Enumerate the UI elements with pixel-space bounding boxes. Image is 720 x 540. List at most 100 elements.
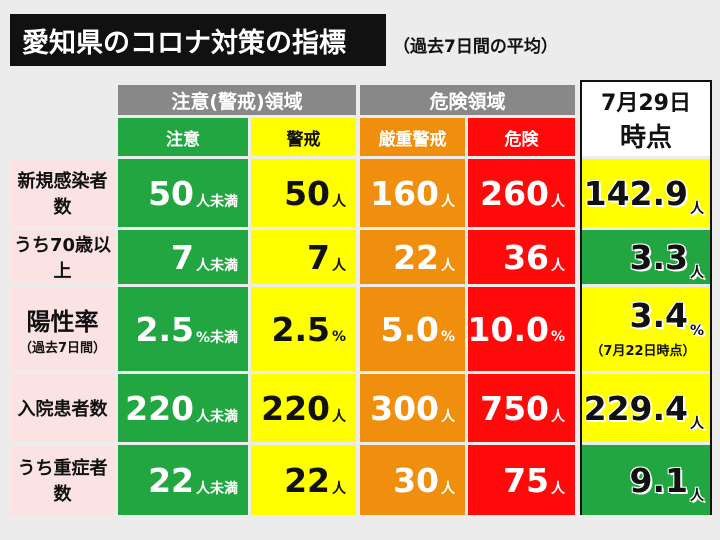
header-danger: 危険	[468, 118, 575, 156]
current-value-line: 3.3 人	[629, 237, 704, 281]
threshold-value: 22	[393, 237, 439, 277]
threshold-value: 36	[503, 237, 549, 277]
threshold-unit: 人	[332, 409, 346, 425]
current-unit: 人	[690, 415, 704, 432]
date-line1: 7月29日	[601, 90, 691, 116]
threshold-value: 5.0	[380, 309, 439, 349]
threshold-danger: 750 人	[468, 374, 575, 442]
current-value: 142.9	[583, 173, 688, 213]
threshold-value: 160	[370, 173, 439, 213]
current-value: 3.4	[629, 296, 688, 335]
current-value: 9.1	[629, 460, 688, 500]
threshold-value: 7	[171, 237, 194, 277]
threshold-value: 10.0	[467, 309, 549, 349]
current-note: （7月22日時点）	[590, 344, 696, 359]
threshold-caution: 7 人未満	[118, 230, 248, 284]
header-severe: 厳重警戒	[360, 118, 465, 156]
threshold-danger: 36 人	[468, 230, 575, 284]
threshold-unit: %	[331, 329, 346, 345]
threshold-value: 22	[284, 460, 330, 500]
threshold-severe: 22 人	[360, 230, 465, 284]
date-header: 7月29日 時点	[582, 82, 710, 156]
threshold-danger: 10.0%	[468, 287, 575, 371]
threshold-unit: 人未満	[196, 481, 238, 497]
row-label: うち70歳以上	[10, 230, 115, 284]
threshold-value: 260	[480, 173, 549, 213]
threshold-unit: 人未満	[196, 194, 238, 210]
threshold-warning: 2.5%	[251, 287, 356, 371]
threshold-caution: 22 人未満	[118, 445, 248, 515]
row-label-text: 新規感染者数	[17, 171, 108, 218]
threshold-caution: 50 人未満	[118, 159, 248, 227]
threshold-warning: 220 人	[251, 374, 356, 442]
current-value-cell: 3.4% （7月22日時点）	[582, 287, 710, 371]
threshold-unit: 人	[332, 194, 346, 210]
current-value-line: 3.4%	[629, 296, 705, 339]
row-label: 入院患者数	[10, 374, 115, 442]
current-unit: 人	[690, 487, 704, 504]
threshold-unit: 人	[441, 258, 455, 274]
threshold-unit: 人	[551, 258, 565, 274]
current-value-line: 142.9 人	[583, 173, 704, 217]
threshold-unit: 人未満	[196, 258, 238, 274]
threshold-warning: 22 人	[251, 445, 356, 515]
threshold-unit: %	[440, 329, 455, 345]
threshold-danger: 260 人	[468, 159, 575, 227]
threshold-value: 50	[284, 173, 330, 213]
threshold-value: 22	[148, 460, 194, 500]
page-title: 愛知県のコロナ対策の指標	[10, 14, 386, 66]
threshold-value: 750	[480, 388, 549, 428]
threshold-caution: 220 人未満	[118, 374, 248, 442]
threshold-unit: 人未満	[196, 409, 238, 425]
current-value-cell: 9.1 人	[582, 445, 710, 515]
row-label-text: うち70歳以上	[13, 235, 112, 282]
threshold-unit: 人	[441, 194, 455, 210]
current-value-cell: 142.9 人	[582, 159, 710, 227]
header-caution-group: 注意(警戒)領域	[118, 85, 356, 115]
threshold-value: 300	[370, 388, 439, 428]
row-label-text: うち重症者数	[17, 458, 108, 505]
row-label: 新規感染者数	[10, 159, 115, 227]
threshold-severe: 5.0%	[360, 287, 465, 371]
row-label: 陽性率 （過去7日間）	[10, 287, 115, 371]
threshold-value: 75	[503, 460, 549, 500]
current-value: 3.3	[629, 237, 688, 277]
threshold-value: 50	[148, 173, 194, 213]
date-line2: 時点	[619, 122, 672, 153]
threshold-unit: 人	[332, 481, 346, 497]
row-sublabel: （過去7日間）	[18, 341, 107, 356]
current-value-cell: 3.3 人	[582, 230, 710, 284]
threshold-severe: 30 人	[360, 445, 465, 515]
threshold-caution: 2.5 %未満	[118, 287, 248, 371]
current-unit: %	[689, 323, 704, 339]
threshold-severe: 160 人	[360, 159, 465, 227]
row-label-text: 陽性率	[26, 308, 99, 336]
threshold-value: 2.5	[135, 309, 194, 349]
threshold-unit: 人	[441, 409, 455, 425]
threshold-unit: 人	[441, 481, 455, 497]
threshold-danger: 75 人	[468, 445, 575, 515]
threshold-warning: 50 人	[251, 159, 356, 227]
header-warning: 警戒	[251, 118, 356, 156]
threshold-severe: 300 人	[360, 374, 465, 442]
header-danger-group: 危険領域	[360, 85, 575, 115]
threshold-value: 2.5	[271, 309, 330, 349]
current-unit: 人	[690, 264, 704, 281]
page-subtitle: （過去7日間の平均）	[393, 37, 558, 57]
header-caution: 注意	[118, 118, 248, 156]
threshold-unit: %未満	[195, 330, 238, 346]
threshold-value: 7	[307, 237, 330, 277]
row-label: うち重症者数	[10, 445, 115, 515]
current-value-line: 9.1 人	[629, 460, 704, 504]
threshold-unit: 人	[551, 481, 565, 497]
threshold-unit: 人	[551, 409, 565, 425]
threshold-unit: 人	[551, 194, 565, 210]
current-value: 229.4	[583, 388, 688, 428]
row-label-text: 入院患者数	[17, 399, 108, 420]
threshold-value: 220	[125, 388, 194, 428]
current-value-cell: 229.4 人	[582, 374, 710, 442]
threshold-value: 30	[393, 460, 439, 500]
current-value-line: 229.4 人	[583, 388, 704, 432]
threshold-value: 220	[261, 388, 330, 428]
